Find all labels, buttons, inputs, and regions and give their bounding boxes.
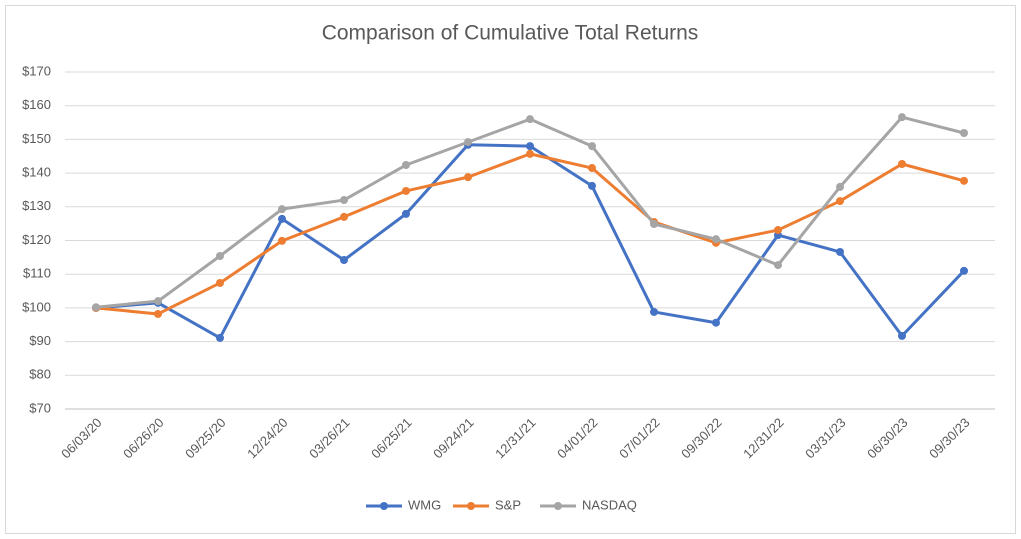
legend-marker bbox=[554, 502, 562, 510]
data-point bbox=[588, 142, 596, 151]
data-point bbox=[774, 261, 782, 270]
data-point bbox=[154, 297, 162, 306]
data-point bbox=[216, 252, 224, 261]
data-point bbox=[278, 236, 286, 245]
data-point bbox=[836, 197, 844, 206]
data-point bbox=[402, 161, 410, 170]
data-point bbox=[340, 196, 348, 205]
y-tick-label: $130 bbox=[22, 198, 51, 213]
data-point bbox=[92, 303, 100, 312]
y-tick-label: $80 bbox=[29, 367, 51, 382]
chart-title: Comparison of Cumulative Total Returns bbox=[322, 22, 699, 45]
legend: WMG S&P NASDAQ bbox=[366, 497, 637, 512]
data-point bbox=[712, 235, 720, 244]
y-tick-label: $140 bbox=[22, 165, 51, 180]
data-point bbox=[402, 209, 410, 218]
data-point bbox=[526, 115, 534, 124]
data-point bbox=[464, 173, 472, 182]
data-point bbox=[836, 247, 844, 256]
data-point bbox=[774, 226, 782, 235]
data-point bbox=[340, 256, 348, 265]
y-tick-label: $120 bbox=[22, 232, 51, 247]
legend-label: WMG bbox=[408, 497, 441, 512]
y-tick-label: $160 bbox=[22, 97, 51, 112]
legend-label: NASDAQ bbox=[582, 497, 637, 512]
data-point bbox=[898, 331, 906, 340]
data-point bbox=[402, 186, 410, 195]
data-point bbox=[960, 176, 968, 185]
legend-marker bbox=[467, 502, 475, 510]
data-point bbox=[216, 278, 224, 287]
y-tick-label: $170 bbox=[22, 63, 51, 78]
data-point bbox=[278, 205, 286, 214]
y-tick-label: $150 bbox=[22, 131, 51, 146]
chart-frame bbox=[5, 5, 1016, 534]
data-point bbox=[650, 219, 658, 228]
data-point bbox=[278, 214, 286, 223]
data-point bbox=[464, 138, 472, 147]
data-point bbox=[898, 113, 906, 122]
y-tick-label: $90 bbox=[29, 333, 51, 348]
data-point bbox=[712, 318, 720, 327]
y-tick-label: $70 bbox=[29, 400, 51, 415]
data-point bbox=[526, 149, 534, 158]
legend-label: S&P bbox=[495, 497, 521, 512]
y-tick-label: $110 bbox=[23, 266, 51, 281]
data-point bbox=[960, 266, 968, 275]
data-point bbox=[836, 182, 844, 191]
data-point bbox=[588, 181, 596, 190]
data-point bbox=[154, 309, 162, 318]
data-point bbox=[650, 307, 658, 316]
y-tick-label: $100 bbox=[22, 299, 51, 314]
data-point bbox=[588, 164, 596, 173]
data-point bbox=[960, 128, 968, 137]
data-point bbox=[526, 142, 534, 151]
data-point bbox=[340, 212, 348, 221]
data-point bbox=[216, 333, 224, 342]
data-point bbox=[898, 160, 906, 169]
legend-marker bbox=[380, 502, 388, 510]
